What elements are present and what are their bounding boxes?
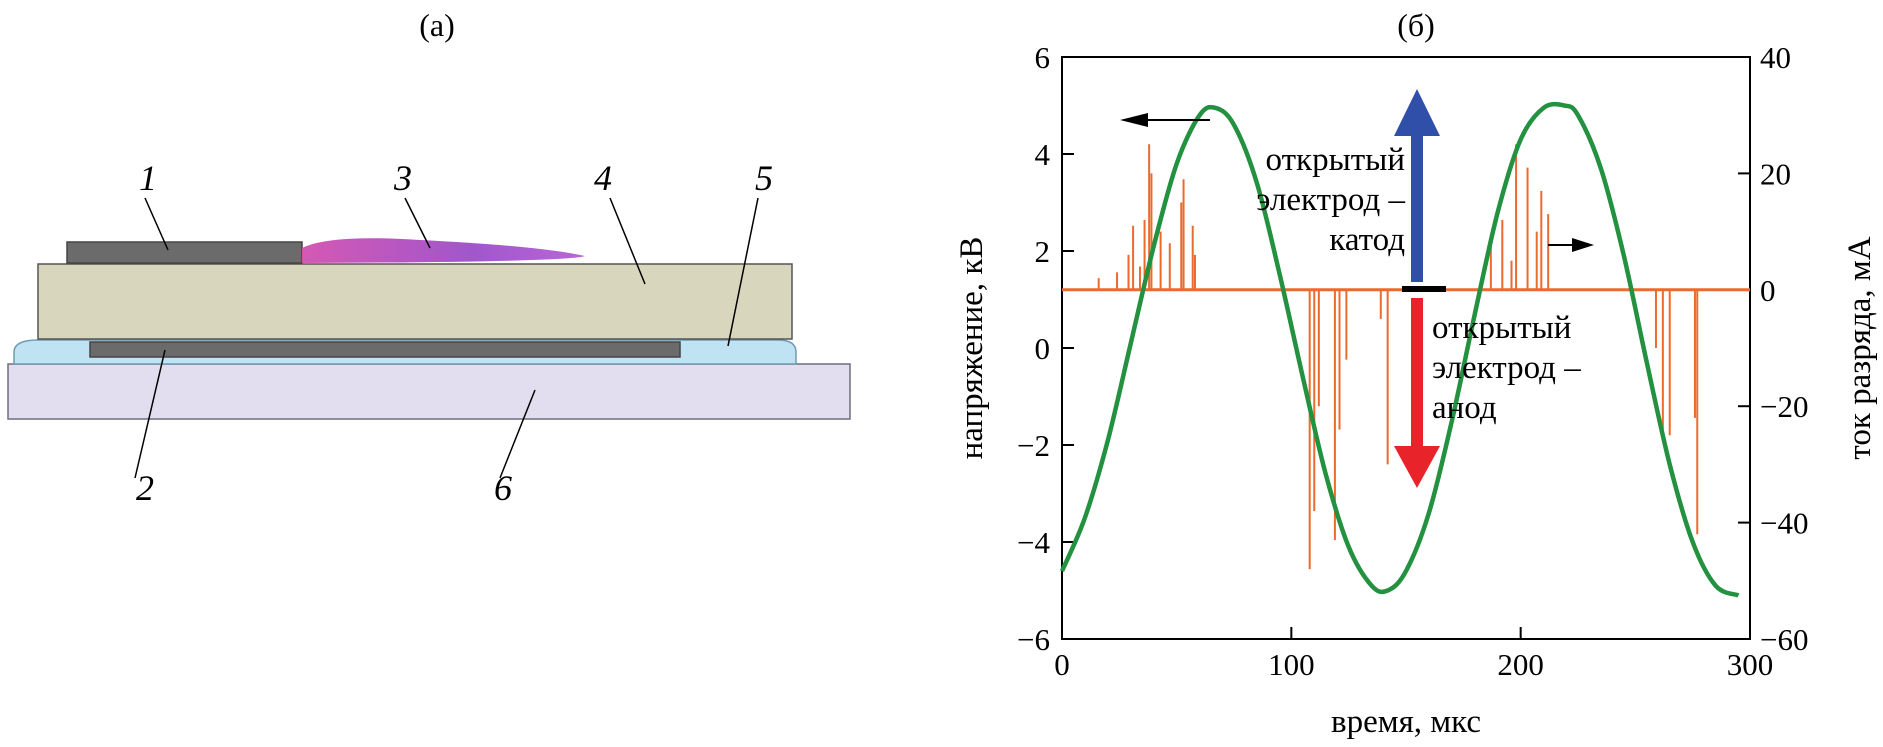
leader-1 [144,197,169,251]
y-ticks: −6 −4 −2 0 2 4 6 [1017,40,1074,657]
arrow-right-small [1548,238,1594,252]
x-tick-label: 100 [1268,647,1315,682]
part-label-5: 5 [755,158,773,198]
annotation-anode-line1: открытый [1432,310,1571,346]
electrode-bottom-2 [89,341,681,358]
x-axis-title: время, мкс [1331,704,1481,740]
y-tick-label: −2 [1017,428,1050,463]
y2-tick-label: 0 [1760,273,1776,308]
plot-frame [1061,56,1751,640]
y2-ticks: −60 −40 −20 0 20 40 [1738,40,1808,657]
x-tick-label: 0 [1054,647,1070,682]
x-tick-label: 200 [1497,647,1544,682]
series-voltage-line [1059,101,1740,598]
y-tick-label: −4 [1017,525,1050,560]
panel-a-label: (а) [419,7,455,43]
leader-4 [609,197,646,285]
part-label-3: 3 [393,158,412,198]
y-tick-label: 6 [1035,40,1051,75]
y2-tick-label: −40 [1760,506,1808,541]
x-ticks: 0 100 200 300 [1054,627,1773,682]
annotation-cathode-line1: открытый [1266,142,1405,178]
annotation-anode: открытый электрод – анод [1432,310,1581,426]
panel-a: (а) 1 3 4 5 2 6 [7,7,851,508]
y2-tick-label: −60 [1760,622,1808,657]
y2-tick-label: 40 [1760,40,1791,75]
annotation-cathode-line3: катод [1329,222,1405,258]
electrode-top-1 [66,241,303,264]
part-label-4: 4 [594,158,612,198]
annotation-anode-line2: электрод – [1432,350,1581,386]
y-tick-label: 0 [1035,331,1051,366]
annotation-anode-line3: анод [1432,390,1497,426]
arrow-down-red [1394,298,1440,488]
substrate-6 [7,363,851,420]
leader-3 [404,197,431,249]
part-label-6: 6 [494,468,512,508]
zero-marker [1402,286,1446,292]
y2-tick-label: 20 [1760,156,1791,191]
dielectric-4 [37,263,793,340]
leader-6 [499,389,536,479]
leader-5 [727,197,759,347]
arrow-left-small [1120,113,1210,127]
plasma-3 [302,238,585,263]
panel-b-label: (б) [1397,7,1435,43]
part-label-1: 1 [139,158,157,198]
annotation-cathode-line2: электрод – [1256,182,1405,218]
y-axis-title: напряжение, кВ [954,237,990,460]
y-tick-label: 2 [1035,234,1051,269]
annotation-cathode: открытый электрод – катод [1256,142,1405,258]
y2-axis-title: ток разряда, мА [1842,236,1878,459]
leader-2 [134,349,166,479]
y-tick-label: −6 [1017,622,1050,657]
y-tick-label: 4 [1035,137,1051,172]
x-tick-label: 300 [1727,647,1774,682]
y2-tick-label: −20 [1760,389,1808,424]
arrow-up-blue [1394,89,1440,282]
part-label-2: 2 [136,468,154,508]
